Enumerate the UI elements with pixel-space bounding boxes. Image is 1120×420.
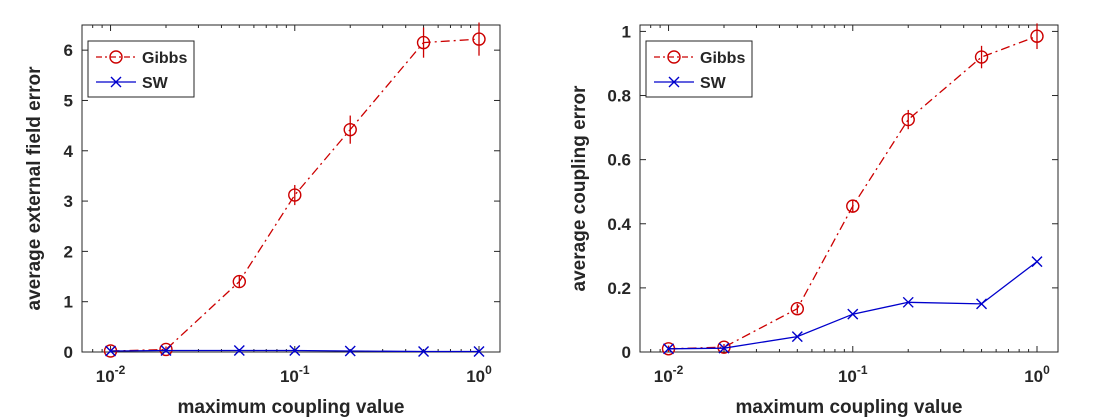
series-sw [105,344,485,357]
data-point [160,344,172,356]
y-tick-label: 4 [64,142,74,161]
data-point [976,298,988,310]
plot-area-frame [639,24,1059,353]
x-tick-label: 10-1 [838,363,868,386]
legend-marker [109,50,123,64]
data-point [289,344,301,356]
y-tick-label: 0.6 [607,151,631,170]
data-point [902,296,914,308]
data-point [901,112,915,127]
plot-area-frame [81,24,501,353]
y-axis-label: average coupling error [569,85,590,292]
x-tick-label: 100 [466,363,492,386]
data-point [472,32,486,46]
legend: Gibbs SW [87,40,195,98]
data-point [344,345,356,357]
x-axis-label: maximum coupling value [178,397,405,418]
series-gibbs [103,22,486,358]
x-tick-label: 10-2 [96,363,126,386]
x-tick-label: 10-2 [654,363,684,386]
legend-box [645,40,753,98]
y-tick-label: 2 [64,242,73,261]
data-point [233,344,245,356]
y-tick-label: 6 [64,41,73,60]
legend-marker [110,76,122,88]
y-tick-label: 0 [622,343,631,362]
y-tick-label: 3 [64,192,73,211]
chart-panel-1: 10-2 10-1 100 0 1 2 3 4 5 6 maximum coupling value… [24,22,501,418]
legend-label-gibbs: Gibbs [700,50,745,67]
legend-label-sw: SW [700,75,727,92]
x-tick-label: 100 [1024,363,1050,386]
y-tick-label: 0.2 [607,279,631,298]
y-tick-label: 1 [64,293,73,312]
y-tick-label: 1 [622,22,631,41]
data-point [1031,256,1043,268]
data-point [790,302,805,316]
legend-marker [668,76,680,88]
series-line-sw [668,261,1038,350]
data-point [847,308,859,320]
data-point [974,50,989,64]
data-point [791,331,803,343]
data-point [343,122,357,137]
x-minor-ticks [650,25,1030,352]
legend: Gibbs SW [645,40,753,98]
data-point [232,274,247,289]
chart-panel-2: 10-2 10-1 100 0 0.2 0.4 0.6 0.8 1 maximum couplin… [569,22,1059,418]
data-point [159,342,173,357]
y-tick-label: 0 [64,343,73,362]
data-point [416,35,431,50]
series-sw [663,256,1043,355]
data-point [288,188,302,202]
data-point [663,343,675,355]
data-point [718,342,730,354]
data-point [1030,29,1044,43]
y-tick-label: 5 [64,91,73,110]
data-point [473,346,485,357]
legend-box [87,40,195,98]
y-axis-label: average external field error [24,66,45,311]
y-tick-label: 0.8 [607,87,631,106]
x-axis-label: maximum coupling value [736,397,963,418]
legend-label-sw: SW [142,75,169,92]
legend-label-gibbs: Gibbs [142,50,187,67]
data-point [105,345,117,357]
data-point [846,199,860,213]
y-tick-label: 0.4 [607,215,631,234]
series-gibbs [661,23,1044,356]
data-point [418,346,430,357]
x-tick-label: 10-1 [280,363,310,386]
legend-marker [667,50,681,64]
